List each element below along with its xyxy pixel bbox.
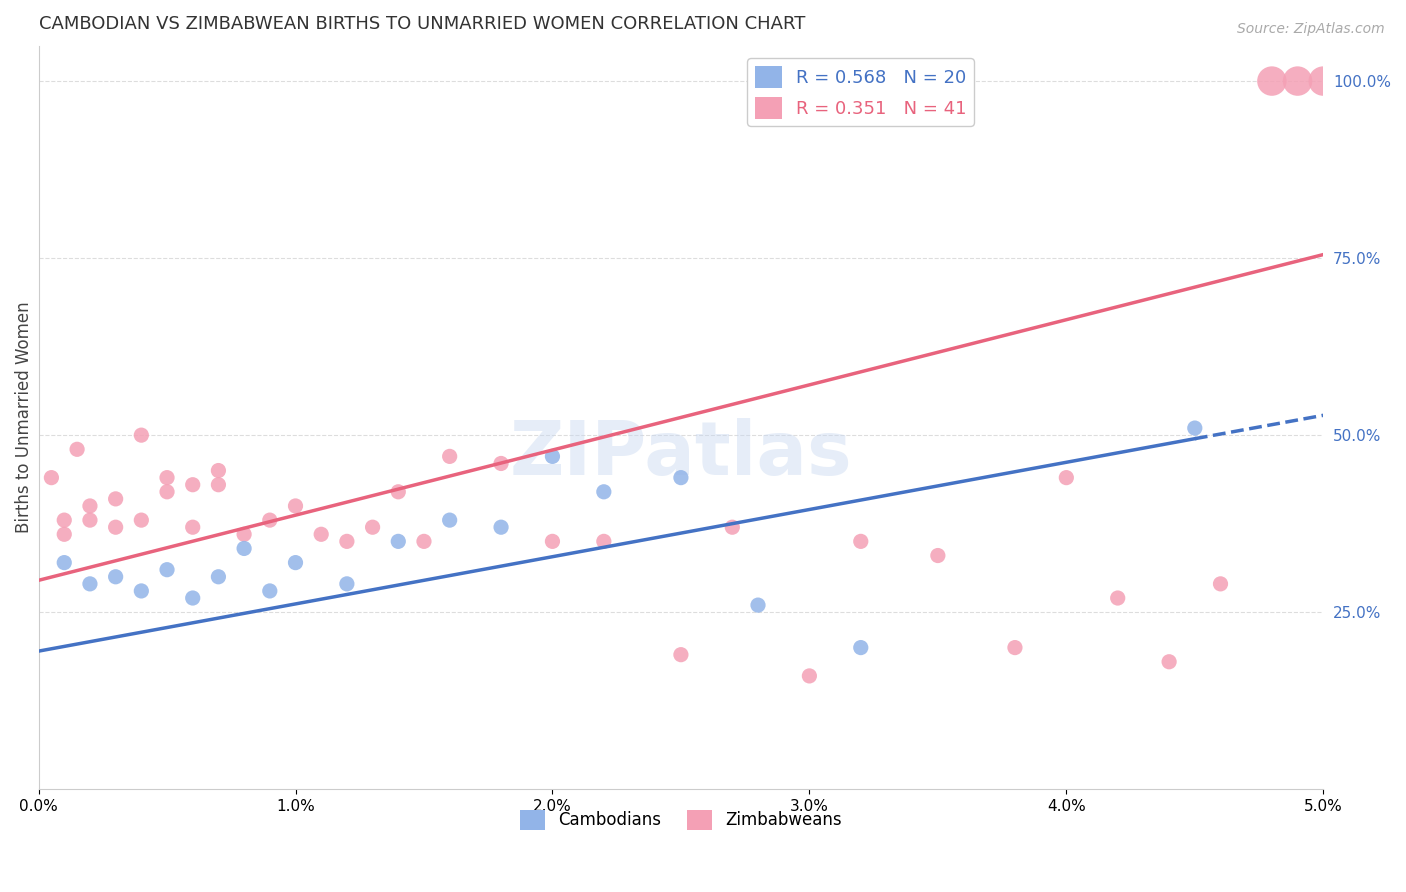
Point bbox=[1286, 74, 1309, 88]
Point bbox=[489, 457, 512, 471]
Point bbox=[131, 428, 153, 442]
Point bbox=[259, 583, 281, 598]
Point bbox=[1159, 655, 1181, 669]
Point bbox=[41, 470, 63, 484]
Point bbox=[259, 513, 281, 527]
Point bbox=[156, 484, 179, 499]
Point bbox=[336, 577, 359, 591]
Point bbox=[747, 598, 769, 612]
Point bbox=[104, 520, 127, 534]
Point bbox=[669, 470, 692, 484]
Point bbox=[721, 520, 744, 534]
Point bbox=[53, 527, 76, 541]
Point bbox=[592, 534, 614, 549]
Point bbox=[1312, 74, 1334, 88]
Point bbox=[53, 513, 76, 527]
Point bbox=[1261, 74, 1284, 88]
Text: CAMBODIAN VS ZIMBABWEAN BIRTHS TO UNMARRIED WOMEN CORRELATION CHART: CAMBODIAN VS ZIMBABWEAN BIRTHS TO UNMARR… bbox=[38, 15, 804, 33]
Point bbox=[541, 534, 564, 549]
Point bbox=[413, 534, 436, 549]
Point bbox=[207, 477, 229, 491]
Point bbox=[131, 583, 153, 598]
Point bbox=[181, 477, 204, 491]
Point bbox=[104, 570, 127, 584]
Point bbox=[1004, 640, 1026, 655]
Point bbox=[156, 563, 179, 577]
Point bbox=[181, 520, 204, 534]
Point bbox=[156, 470, 179, 484]
Point bbox=[53, 556, 76, 570]
Point bbox=[79, 499, 101, 513]
Point bbox=[849, 534, 872, 549]
Text: Source: ZipAtlas.com: Source: ZipAtlas.com bbox=[1237, 22, 1385, 37]
Point bbox=[592, 484, 614, 499]
Point bbox=[489, 520, 512, 534]
Point bbox=[181, 591, 204, 605]
Point bbox=[131, 513, 153, 527]
Point bbox=[439, 450, 461, 464]
Y-axis label: Births to Unmarried Women: Births to Unmarried Women bbox=[15, 301, 32, 533]
Point bbox=[207, 570, 229, 584]
Legend: Cambodians, Zimbabweans: Cambodians, Zimbabweans bbox=[513, 803, 848, 837]
Point bbox=[439, 513, 461, 527]
Point bbox=[849, 640, 872, 655]
Text: ZIPatlas: ZIPatlas bbox=[509, 418, 852, 491]
Point bbox=[79, 577, 101, 591]
Point bbox=[1209, 577, 1232, 591]
Point bbox=[207, 464, 229, 478]
Point bbox=[1054, 470, 1077, 484]
Point bbox=[669, 648, 692, 662]
Point bbox=[927, 549, 949, 563]
Point bbox=[309, 527, 332, 541]
Point bbox=[284, 556, 307, 570]
Point bbox=[104, 491, 127, 506]
Point bbox=[336, 534, 359, 549]
Point bbox=[387, 484, 409, 499]
Point bbox=[387, 534, 409, 549]
Point bbox=[233, 541, 256, 556]
Point bbox=[284, 499, 307, 513]
Point bbox=[233, 527, 256, 541]
Point bbox=[79, 513, 101, 527]
Point bbox=[799, 669, 821, 683]
Point bbox=[541, 450, 564, 464]
Point bbox=[361, 520, 384, 534]
Point bbox=[66, 442, 89, 457]
Point bbox=[1107, 591, 1129, 605]
Point bbox=[1184, 421, 1206, 435]
